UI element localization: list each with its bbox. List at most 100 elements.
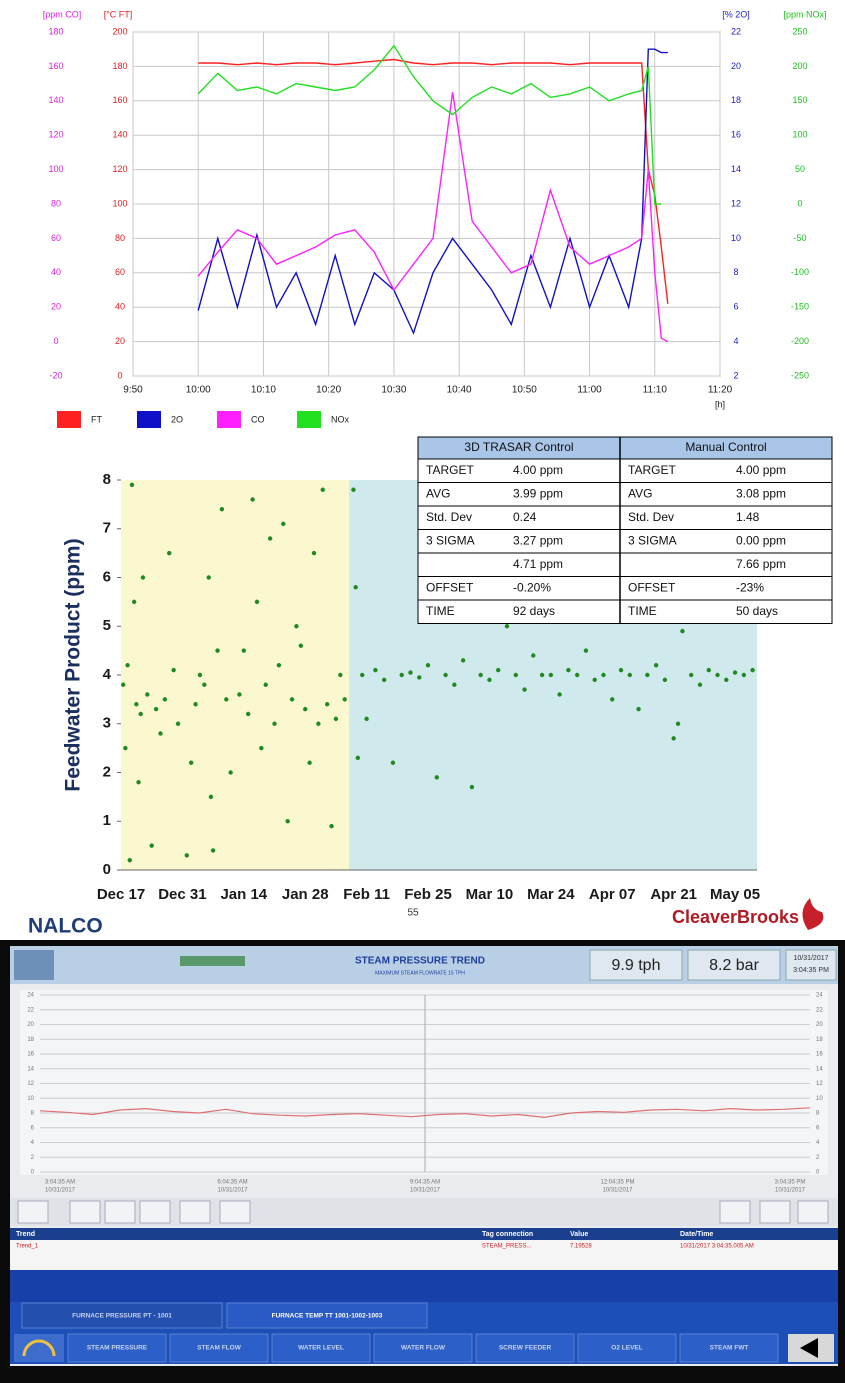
data-point (549, 673, 553, 677)
hmi-y-tick-label: 12 (816, 1081, 823, 1087)
data-point (290, 697, 294, 701)
y-tick-label: 4 (733, 336, 738, 346)
table-cell: Std. Dev (426, 510, 472, 524)
y-tick-label: 20 (731, 61, 741, 71)
hmi-toolbar-button[interactable] (760, 1201, 790, 1223)
y-tick-label: 80 (115, 233, 125, 243)
data-point (417, 675, 421, 679)
data-point (364, 717, 368, 721)
y-tick-label: 120 (112, 164, 127, 174)
x-tick-label: 9:50 (123, 385, 143, 396)
y-tick-label: 2 (103, 763, 111, 780)
table-cell: 4.71 ppm (513, 557, 563, 571)
table-cell: 1.48 (736, 510, 760, 524)
data-point (353, 585, 357, 589)
hmi-nav-label: STEAM FLOW (197, 1345, 242, 1352)
data-point (557, 692, 561, 696)
hmi-date: 10/31/2017 (793, 955, 828, 962)
data-point (154, 707, 158, 711)
legend-label: CO (251, 414, 265, 424)
data-point (272, 722, 276, 726)
y-axis-label: [°C FT] (104, 9, 133, 19)
x-tick-label: 10:10 (251, 385, 276, 396)
hmi-table-header: Date/Time (680, 1231, 713, 1238)
data-point (689, 673, 693, 677)
data-point (329, 824, 333, 828)
x-tick-label: Mar 24 (527, 886, 575, 903)
data-point (158, 731, 162, 735)
data-point (654, 663, 658, 667)
y-tick-label: 6 (733, 302, 738, 312)
table-cell: 0.24 (513, 510, 537, 524)
y-tick-label: 40 (51, 267, 61, 277)
data-point (242, 648, 246, 652)
data-point (671, 736, 675, 740)
hmi-table-cell: 10/31/2017 3:04:35.005 AM (680, 1244, 754, 1250)
data-point (351, 488, 355, 492)
y-tick-label: 2 (733, 370, 738, 380)
data-point (724, 678, 728, 682)
hmi-toolbar-button[interactable] (180, 1201, 210, 1223)
data-point (303, 707, 307, 711)
page-canvas: 9:5010:0010:1010:2010:3010:4010:5011:001… (0, 0, 845, 1383)
data-point (312, 551, 316, 555)
hmi-table-header: Value (570, 1231, 588, 1238)
hmi-toolbar-button[interactable] (105, 1201, 135, 1223)
y-tick-label: 100 (792, 130, 807, 140)
data-point (220, 507, 224, 511)
data-point (176, 722, 180, 726)
data-point (285, 819, 289, 823)
hmi-toolbar-button[interactable] (140, 1201, 170, 1223)
hmi-time-label: 6:04:35 AM (217, 1180, 247, 1186)
y-tick-label: 18 (731, 95, 741, 105)
x-tick-label: 11:20 (708, 385, 733, 396)
hmi-time: 3:04:35 PM (793, 967, 829, 974)
data-point (334, 717, 338, 721)
data-point (321, 488, 325, 492)
x-tick-label: 10:30 (381, 385, 406, 396)
table-cell: TARGET (628, 463, 676, 477)
hmi-table-cell: STEAM_PRESS... (482, 1244, 532, 1250)
table-cell: 3.08 ppm (736, 486, 786, 500)
data-point (356, 756, 360, 760)
period-band (121, 480, 349, 870)
data-point (215, 648, 219, 652)
data-point (619, 668, 623, 672)
data-point (255, 600, 259, 604)
y-tick-label: -100 (791, 267, 809, 277)
data-point (663, 678, 667, 682)
y-tick-label: 8 (103, 471, 111, 488)
hmi-toolbar-button[interactable] (720, 1201, 750, 1223)
hmi-table-header-bg (10, 1228, 838, 1240)
data-point (338, 673, 342, 677)
table-cell: 7.66 ppm (736, 557, 786, 571)
hmi-table-header: Trend (16, 1231, 35, 1238)
page: {"chart_data": [ {"type": "line", "x": [… (0, 0, 845, 1383)
hmi-nav-label: WATER FLOW (401, 1345, 446, 1352)
hmi-toolbar-button[interactable] (70, 1201, 100, 1223)
hmi-toolbar-button[interactable] (220, 1201, 250, 1223)
data-point (224, 697, 228, 701)
data-point (676, 722, 680, 726)
y-axis-label: [ppm CO] (43, 9, 82, 19)
data-point (610, 697, 614, 701)
footer-right: CleaverBrooks (672, 907, 799, 927)
data-point (202, 683, 206, 687)
hmi-toolbar-button[interactable] (18, 1201, 48, 1223)
hmi-y-tick-label: 22 (816, 1007, 823, 1013)
hmi-toolbar-button[interactable] (798, 1201, 828, 1223)
y-tick-label: 7 (103, 520, 111, 537)
hmi-y-tick-label: 24 (816, 993, 823, 999)
table-header: Manual Control (685, 440, 766, 454)
legend-swatch (57, 411, 81, 428)
data-point (461, 658, 465, 662)
hmi-y-tick-label: 18 (27, 1037, 34, 1043)
data-point (628, 673, 632, 677)
data-point (128, 858, 132, 862)
data-point (136, 780, 140, 784)
data-point (382, 678, 386, 682)
hmi-date-label: 10/31/2017 (410, 1188, 441, 1194)
hmi-home-button[interactable] (14, 1334, 64, 1362)
data-point (360, 673, 364, 677)
data-point (742, 673, 746, 677)
